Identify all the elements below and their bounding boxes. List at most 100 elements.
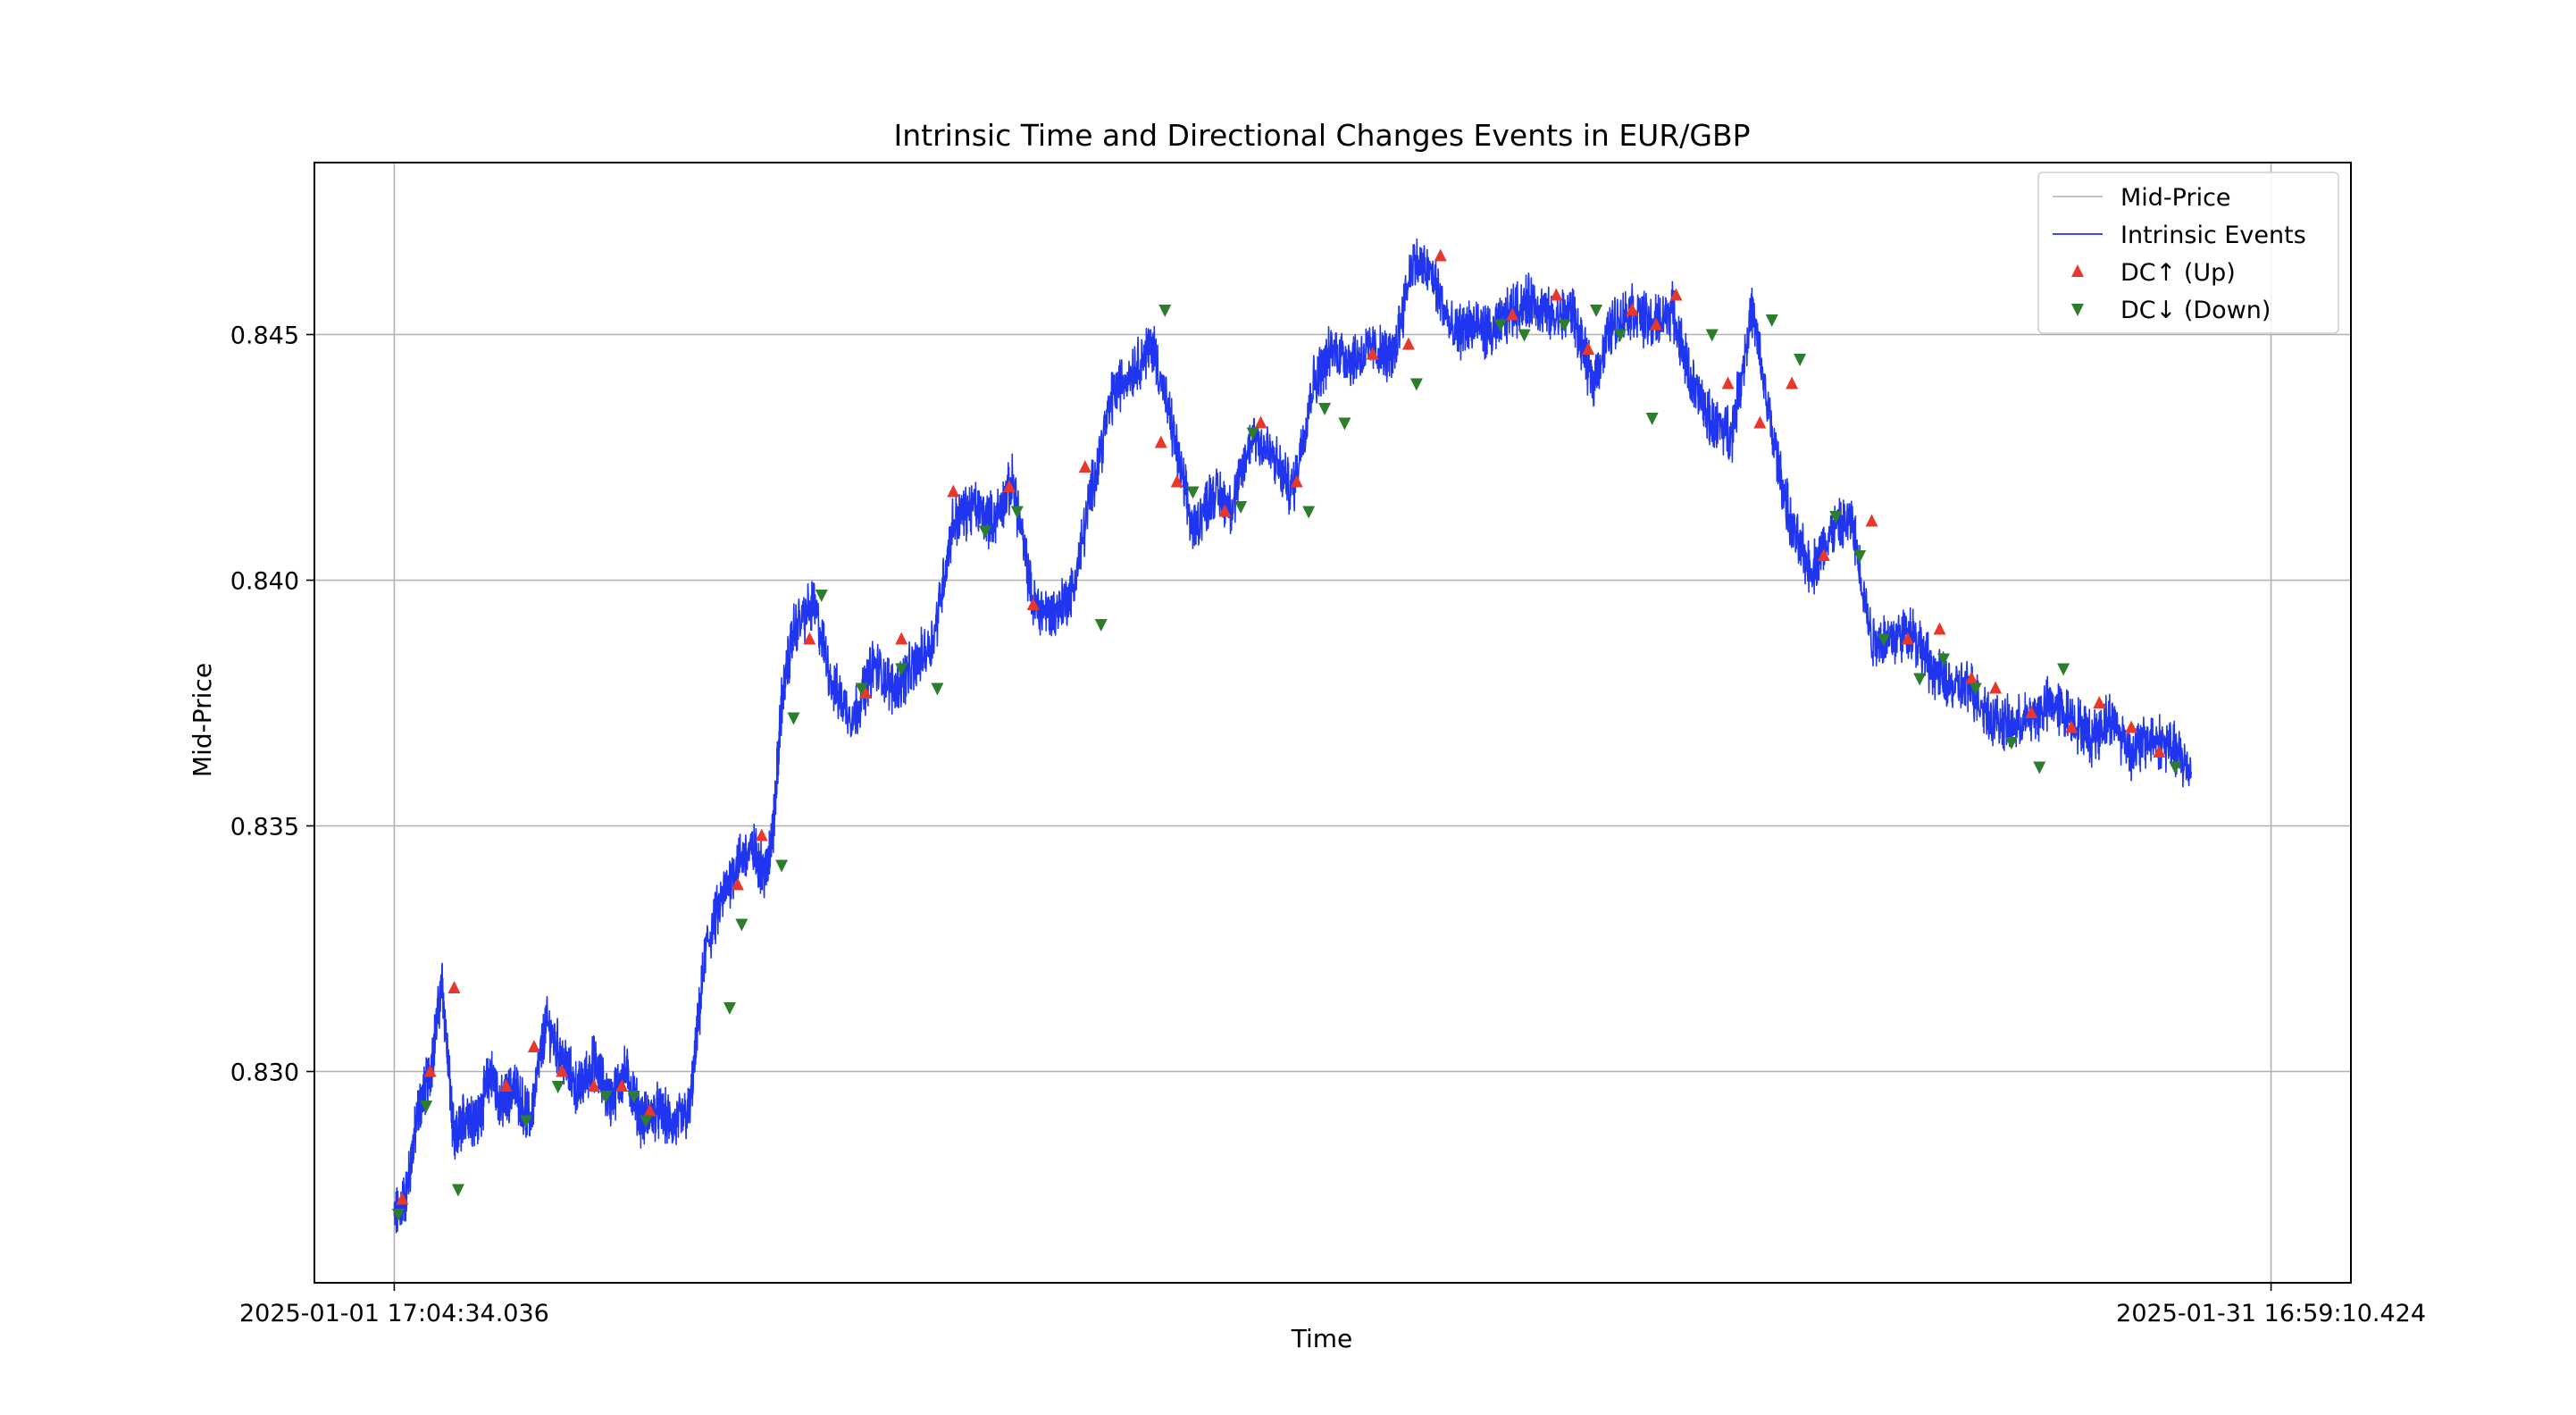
plot-frame [314,162,2352,1284]
intrinsic-events-layer [393,238,2192,1234]
x-tick-label: 2025-01-31 16:59:10.424 [2116,1300,2426,1327]
dc-down-marker [1158,305,1172,317]
dc-up-marker [1865,514,1878,527]
legend: Mid-Price Intrinsic Events DC↑ (Up) DC↓ (Do… [2037,172,2339,334]
dc-up-marker [1582,342,1595,355]
dc-up-marker [1434,248,1447,262]
dc-up-marker [731,877,744,891]
dc-up-marker [803,632,816,645]
dc-up-marker [947,484,960,498]
legend-label: Intrinsic Events [2120,222,2306,249]
dc-up-marker [2125,720,2138,733]
dc-down-marker [1853,550,1867,563]
dc-up-marker [1026,598,1040,610]
dc-up-marker [1290,474,1303,488]
dc-down-marker [1645,413,1659,425]
dc-down-marker [1913,673,1927,686]
dc-down-marker [1318,403,1332,415]
dc-up-marker [1786,376,1799,389]
dc-down-marker [1877,633,1890,647]
x-axis-ticks: 2025-01-01 17:04:34.036 2025-01-31 16:59:… [239,1283,2426,1327]
dc-down-marker [1186,486,1200,499]
dc-down-marker [855,682,868,696]
dc-up-marker [396,1192,409,1205]
dc-down-marker [723,1002,736,1015]
dc-down-marker [627,1091,640,1103]
dc-up-marker [1254,415,1267,429]
dc-markers-layer [391,248,2182,1221]
dc-up-marker [2065,720,2078,733]
dc-up-marker [1218,504,1232,517]
dc-up-marker [556,1064,569,1077]
dc-up-marker [643,1103,657,1117]
legend-swatch-up [2071,264,2084,277]
y-tick-label: 0.840 [230,568,299,596]
dc-up-marker [587,1079,600,1092]
dc-down-marker [640,1115,653,1128]
dc-down-marker [2033,761,2046,774]
dc-down-marker [1969,682,1982,696]
dc-up-marker [1989,681,2003,694]
dc-down-marker [1765,314,1778,327]
dc-up-marker [1170,474,1183,488]
y-tick-label: 0.830 [230,1059,299,1087]
dc-down-marker [2005,737,2018,749]
dc-down-marker [2169,761,2182,774]
x-axis-label: Time [1291,1324,1353,1353]
dc-down-marker [1302,506,1316,519]
dc-up-marker [2093,696,2106,708]
y-axis-ticks: 0.830 0.835 0.840 0.845 [230,322,314,1087]
legend-label: DC↓ (Down) [2120,297,2271,324]
dc-up-marker [1933,622,1946,635]
legend-label: Mid-Price [2120,184,2231,212]
dc-up-marker [1965,671,1978,684]
dc-up-marker [755,828,768,841]
dc-down-marker [1705,329,1719,342]
dc-up-marker [1721,376,1735,389]
dc-down-marker [1010,506,1024,519]
dc-up-marker [2153,745,2166,758]
dc-down-marker [551,1081,565,1093]
dc-down-marker [1338,417,1351,431]
dc-down-marker [420,1101,433,1113]
dc-up-marker [1078,460,1091,473]
dc-down-marker [1493,319,1507,332]
legend-label: DC↑ (Up) [2120,259,2236,287]
dc-down-marker [1246,427,1259,440]
grid-lines [314,163,2351,1283]
dc-up-marker [499,1079,513,1092]
dc-up-marker [1401,337,1415,350]
dc-down-marker [1937,653,1950,666]
x-tick-label: 2025-01-01 17:04:34.036 [239,1300,549,1327]
dc-down-marker [519,1115,532,1128]
dc-down-marker [1613,329,1627,342]
dc-up-marker [423,1064,437,1077]
dc-up-marker [1669,288,1683,301]
dc-up-marker [1817,548,1830,561]
dc-down-marker [1558,319,1571,332]
dc-down-marker [735,918,749,932]
dc-up-marker [1154,435,1167,448]
dc-down-marker [1409,378,1423,391]
dc-down-marker [2057,663,2070,676]
intrinsic-events-path [393,238,2192,1234]
y-tick-label: 0.845 [230,322,299,350]
dc-down-marker [895,663,908,676]
legend-box [2037,172,2339,334]
dc-up-marker [2025,706,2038,718]
dc-down-marker [1094,619,1108,632]
legend-swatch-down [2071,304,2084,316]
dc-up-marker [1753,415,1767,429]
dc-up-marker [615,1079,629,1092]
chart-title: Intrinsic Time and Directional Changes E… [894,118,1751,153]
dc-down-marker [931,682,944,696]
dc-up-marker [895,632,908,645]
dc-up-marker [1901,632,1914,645]
y-tick-label: 0.835 [230,814,299,841]
y-axis-label: Mid-Price [188,663,217,777]
dc-up-marker [1626,303,1639,315]
dc-up-marker [527,1040,540,1052]
dc-up-marker [1002,480,1016,492]
dc-down-marker [599,1091,613,1103]
